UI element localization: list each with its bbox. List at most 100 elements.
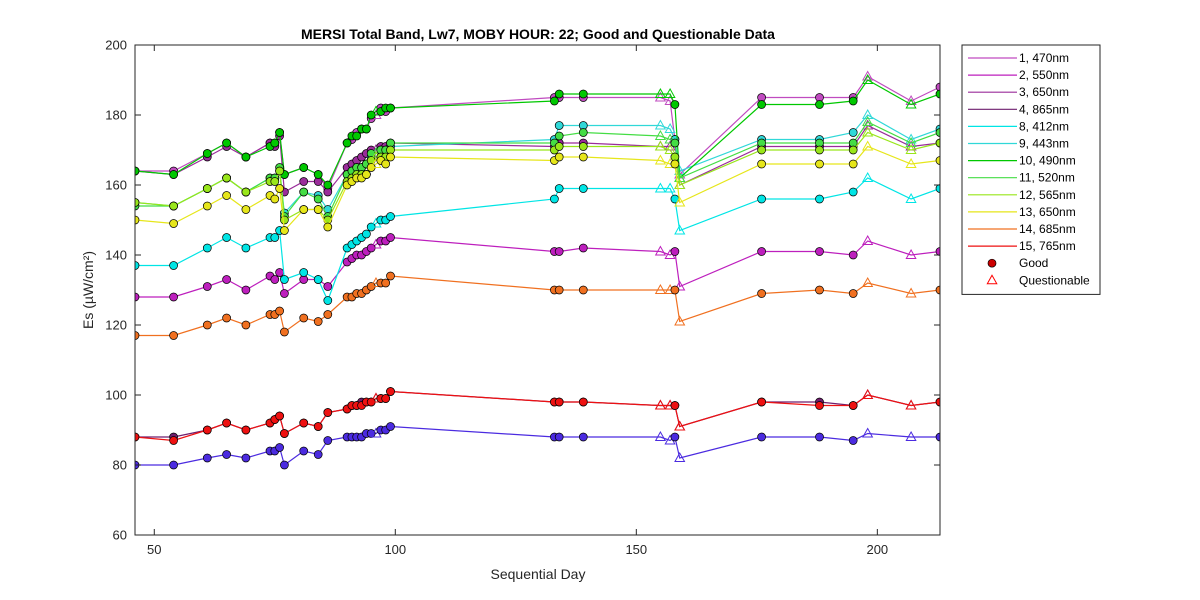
good-point [299,205,309,214]
good-point [323,408,333,417]
good-point [222,191,231,200]
good-point [270,275,280,284]
good-point [202,453,212,463]
x-tick-label: 100 [384,542,406,557]
good-point [935,285,940,295]
good-point [299,446,309,456]
good-point [554,432,564,442]
good-point [299,177,309,186]
good-point [169,331,178,340]
good-point [362,229,371,239]
good-point [578,285,588,295]
good-point [202,425,212,435]
good-point [554,142,564,151]
good-point [241,152,251,162]
good-point [848,289,858,298]
good-point [815,194,824,204]
y-tick-label: 60 [113,528,127,543]
good-point [222,138,231,148]
good-point [386,103,395,113]
good-point [323,296,333,305]
good-point [815,285,824,295]
good-point [386,271,395,281]
legend-entry-label: 2, 550nm [1019,68,1069,82]
good-point [313,275,323,284]
good-point [578,397,588,407]
good-point [299,418,309,428]
questionable-point [905,430,917,441]
questionable-point [905,143,917,154]
good-point [386,233,395,242]
questionable-point [654,154,667,165]
good-point [550,194,559,204]
good-point [578,184,588,193]
good-point [554,121,564,130]
x-tick-label: 50 [147,542,161,557]
good-point [848,128,858,137]
good-point [578,152,588,162]
questionable-point [905,399,917,410]
questionable-point [674,451,686,462]
questionable-point [664,182,676,193]
good-point [757,397,766,407]
good-point [815,145,824,155]
questionable-point [674,420,686,431]
questionable-point [674,171,686,182]
good-point [342,138,352,148]
legend: 1, 470nm 2, 550nm 3, 650nm 4, 865nm 8, 412nm… [961,44,1101,295]
good-point [135,198,140,207]
questionable-point [862,126,874,137]
good-point [169,219,178,228]
good-point [554,285,564,295]
good-point [169,460,178,470]
good-point [848,187,858,197]
good-point [381,159,391,169]
good-point [299,187,309,197]
y-tick-label: 120 [105,318,127,333]
plot-area [135,70,940,470]
questionable-point [862,427,874,438]
questionable-point [862,73,874,84]
good-point [222,233,231,242]
good-point [280,327,289,337]
questionable-point [654,87,667,98]
legend-entry-label: 1, 470nm [1019,51,1069,65]
good-point [323,180,333,190]
good-point [135,261,140,270]
legend-entry-label: 8, 412nm [1019,119,1069,133]
good-point [299,268,309,277]
questionable-point [674,280,686,291]
legend-entry-label: 11, 520nm [1019,171,1075,185]
good-point [815,159,824,169]
good-point [275,166,284,176]
good-point [222,313,231,323]
good-point [578,128,588,137]
legend-entry-label: 15, 765nm [1019,239,1076,253]
questionable-point [654,283,667,294]
y-tick-label: 100 [105,388,127,403]
questionable-point [862,115,874,126]
questionable-point [862,234,874,245]
good-point [815,247,824,256]
good-point [848,250,858,260]
axes: 50 100 150 200 60 80 100 120 140 160 180 200 [105,38,941,557]
good-point [270,233,280,242]
good-point [202,243,212,253]
series-12 [135,387,940,445]
good-point [386,387,395,396]
good-point [362,170,371,179]
good-point [554,131,564,141]
good-point [935,247,940,256]
good-point [757,194,766,204]
good-point [386,152,395,162]
legend-entry-label: 13, 650nm [1019,205,1076,219]
good-point [270,138,280,148]
good-point [757,247,766,256]
good-point [935,128,940,137]
good-point [222,275,231,284]
questionable-point [674,315,686,326]
good-point [202,201,212,211]
good-point [169,170,178,179]
questionable-point [654,399,667,410]
good-point [323,282,333,291]
